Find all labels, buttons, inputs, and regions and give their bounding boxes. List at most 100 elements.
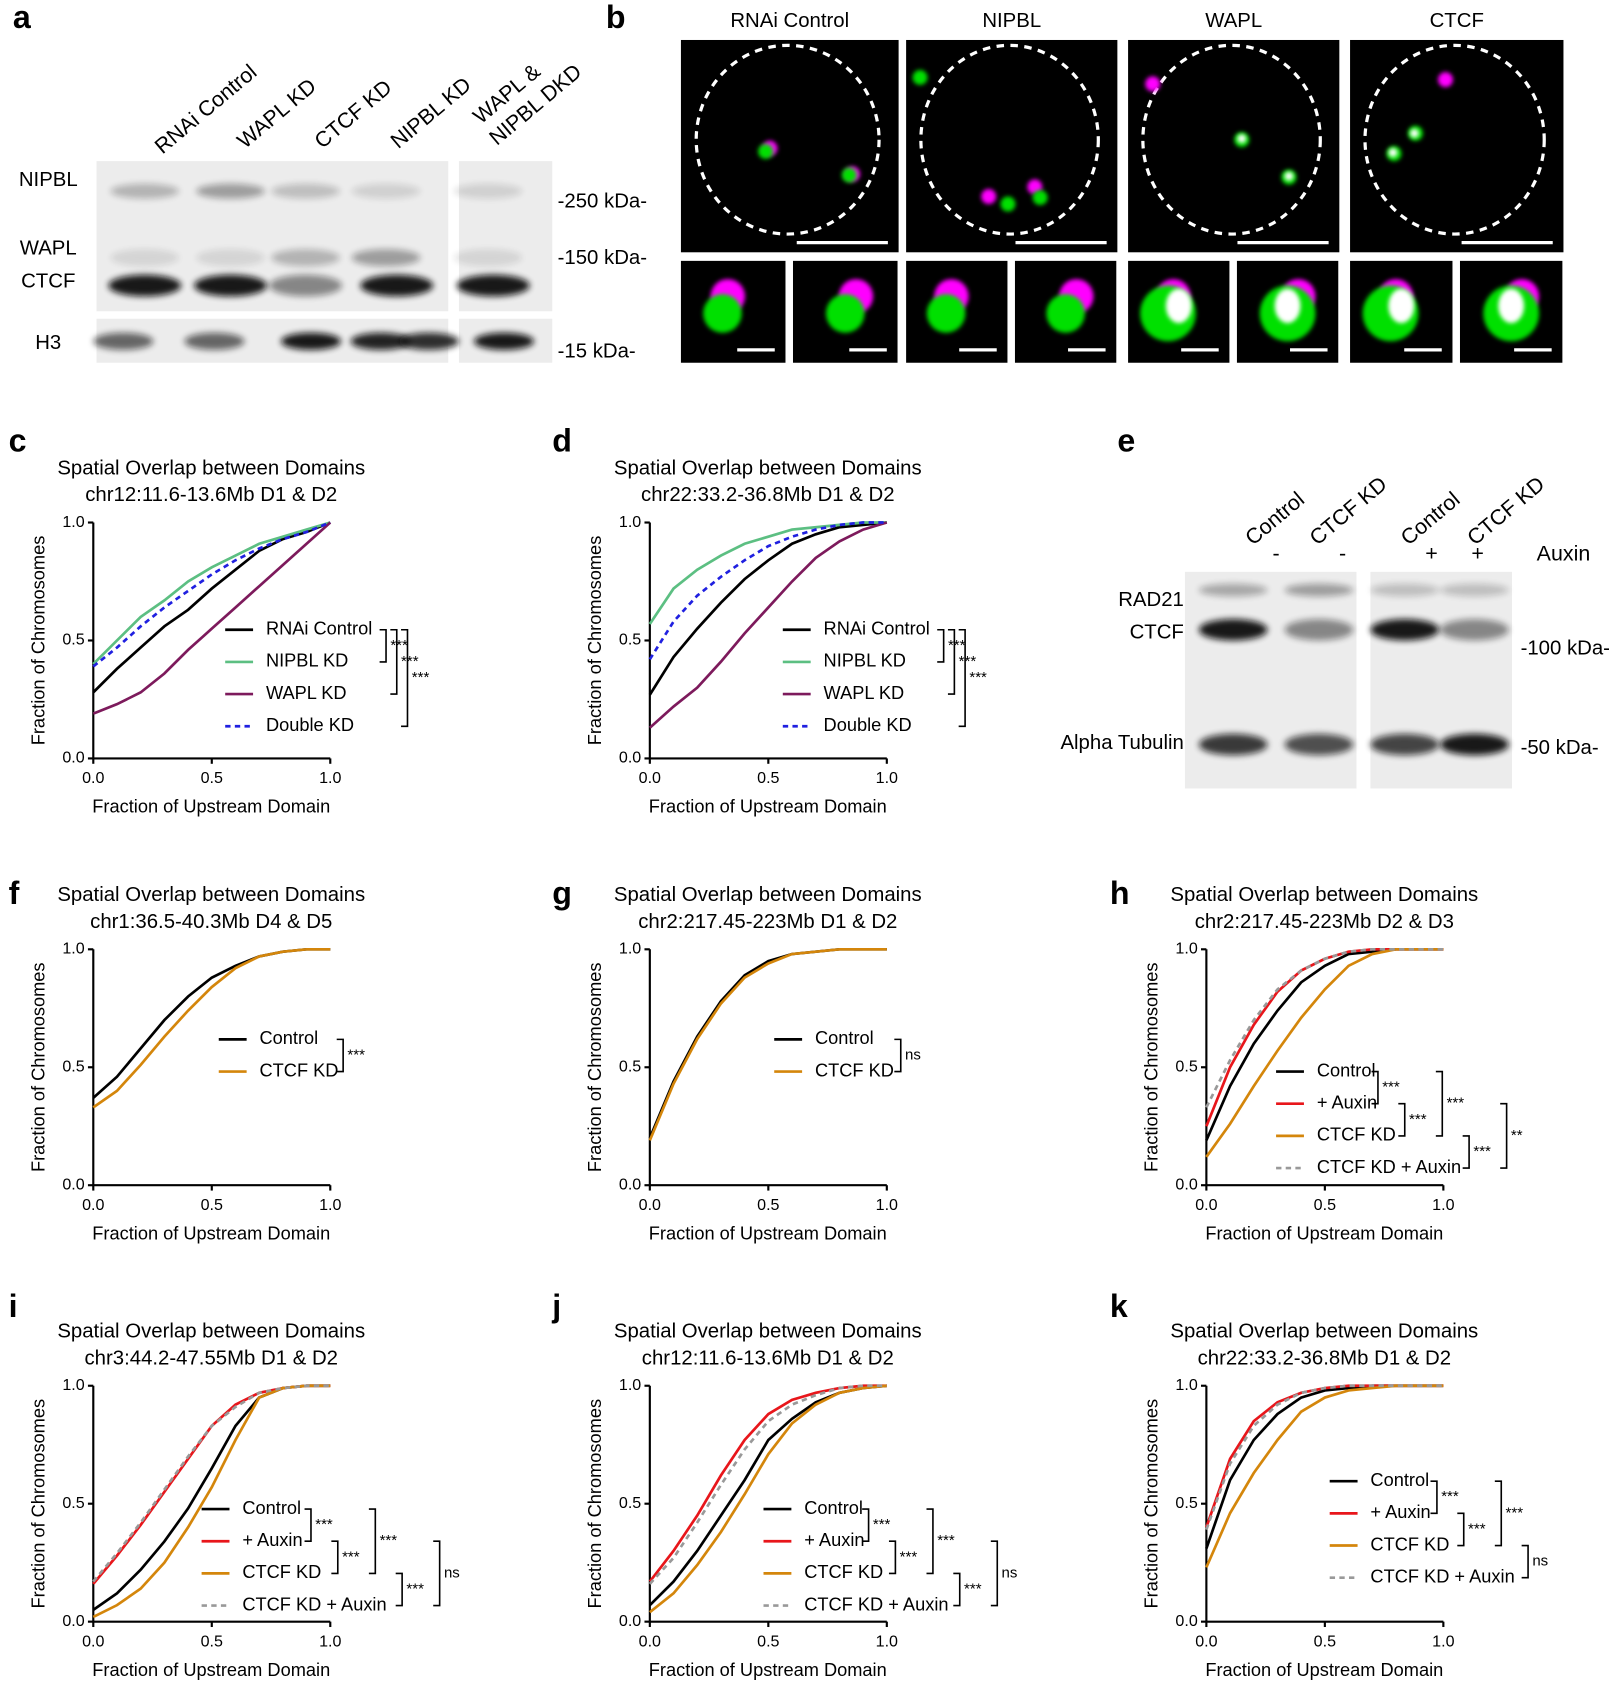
series-line [92,1384,331,1619]
y-tick-label: 0.0 [619,1175,641,1193]
x-tick-label: 0.5 [201,1632,223,1650]
significance-bracket [1457,1512,1465,1547]
legend-label: + Auxin [804,1530,864,1550]
panel-letter: k [1110,1288,1128,1324]
significance-bracket [947,628,956,695]
x-tick-label: 1.0 [876,1632,898,1650]
series-line [648,521,887,625]
legend-label: RNAi Control [824,619,930,639]
spot [758,143,774,159]
series-line [92,521,331,666]
protein-label: RAD21 [1118,589,1184,611]
significance-label: *** [969,669,987,686]
column-title: CTCF [1430,10,1484,32]
series-line [92,521,331,668]
y-tick-label: 1.0 [62,513,84,531]
panel-letter: d [552,423,572,459]
significance-bracket [304,1508,312,1543]
x-tick-label: 1.0 [1432,1196,1454,1214]
blot-band [1284,583,1354,597]
x-tick-label: 0.0 [639,1196,661,1214]
significance-label: *** [380,1532,398,1549]
legend-label: NIPBL KD [824,651,906,671]
y-tick-label: 0.5 [1175,1058,1197,1076]
series-line [1205,1384,1444,1531]
legend-label: CTCF KD [1317,1125,1396,1145]
significance-label: *** [390,637,408,654]
chart-subtitle: chr3:44.2-47.55Mb D1 & D2 [84,1347,337,1369]
spot [981,189,997,205]
x-tick-label: 0.5 [201,1196,223,1214]
y-tick-label: 1.0 [62,940,84,958]
significance-bracket [401,628,409,728]
blot-band [350,332,411,350]
protein-label: H3 [35,332,61,354]
panel-letter: c [9,423,27,459]
y-tick-label: 0.5 [619,1058,641,1076]
legend-label: Control [815,1028,874,1048]
significance-label: *** [315,1516,333,1533]
blot-band [269,274,343,297]
series-line [648,947,887,1141]
panel-letter: j [551,1288,561,1324]
significance-label: *** [1447,1095,1465,1112]
blot-band [1440,583,1509,597]
column-title: WAPL [1205,10,1262,32]
chart-subtitle: chr2:217.45-223Mb D1 & D2 [638,911,897,933]
significance-bracket [336,1038,344,1073]
x-axis-label: Fraction of Upstream Domain [1205,1223,1443,1243]
x-axis-label: Fraction of Upstream Domain [1205,1660,1443,1680]
y-axis-label: Fraction of Chromosomes [28,1399,48,1609]
blot-background [1370,571,1512,789]
x-tick-label: 0.5 [757,769,779,787]
legend-label: CTCF KD + Auxin [804,1594,948,1614]
protein-label: NIPBL [19,169,78,191]
legend-label: WAPL KD [266,683,347,703]
chart-subtitle: chr2:217.45-223Mb D2 & D3 [1195,911,1454,933]
panel-letter: g [552,875,572,911]
column-title: NIPBL [982,10,1041,32]
blot-band [1198,619,1268,641]
series-line [1205,947,1444,1108]
nucleus-outline [919,43,1100,236]
blot-band [1284,619,1354,641]
micrograph [680,39,899,253]
significance-bracket [926,1508,934,1575]
size-marker: -100 kDa- [1521,637,1610,659]
y-tick-label: 0.0 [1175,1612,1197,1630]
chart-title: Spatial Overlap between Domains [614,1321,922,1343]
significance-bracket [888,1540,897,1575]
zoom-spot [1498,288,1525,324]
y-tick-label: 0.5 [62,1494,84,1512]
chart-subtitle: chr22:33.2-36.8Mb D1 & D2 [1198,1347,1452,1369]
size-marker: -250 kDa- [558,190,647,212]
lane-label: NIPBL KD [386,73,476,154]
auxin-sign: + [1425,541,1438,565]
significance-bracket [433,1540,441,1607]
blot-band [108,274,182,297]
y-tick-label: 1.0 [619,940,641,958]
chart-title: Spatial Overlap between Domains [57,457,365,479]
zoom-spot [1046,294,1085,333]
y-tick-label: 1.0 [619,1376,641,1394]
panel-letter: a [13,0,32,35]
y-axis-label: Fraction of Chromosomes [1142,1399,1162,1609]
zoom-spot [926,294,966,333]
legend-label: Control [1317,1060,1376,1080]
significance-bracket [1521,1544,1529,1579]
x-axis-label: Fraction of Upstream Domain [649,1223,887,1243]
column-title: RNAi Control [730,10,849,32]
series-line [1205,1384,1444,1549]
chart-subtitle: chr12:11.6-13.6Mb D1 & D2 [642,1347,894,1369]
blot-band [1440,733,1509,756]
significance-label: *** [900,1548,918,1565]
blot-band [453,183,523,199]
legend-label: CTCF KD [804,1562,883,1582]
chart-subtitle: chr22:33.2-36.8Mb D1 & D2 [641,484,895,506]
chart-title: Spatial Overlap between Domains [614,457,922,479]
x-tick-label: 0.0 [639,769,661,787]
significance-label: *** [401,653,419,670]
blot-band [1198,733,1268,756]
legend-label: CTCF KD + Auxin [1370,1567,1514,1587]
zoom-spot [703,294,742,333]
